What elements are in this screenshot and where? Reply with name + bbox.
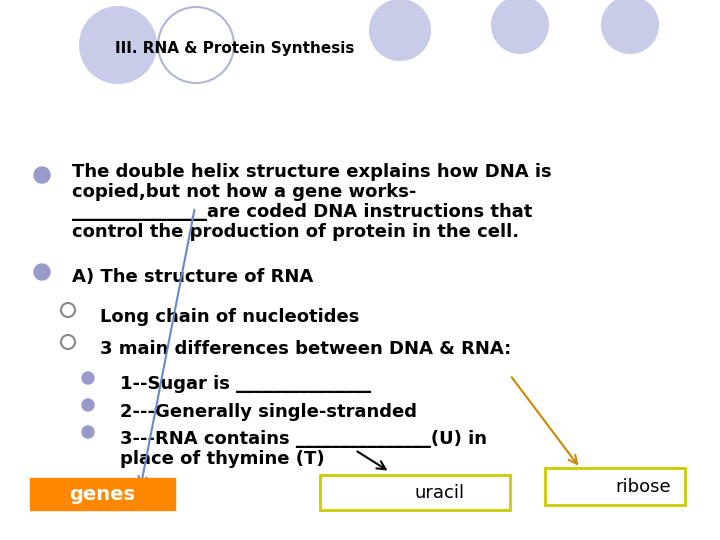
Circle shape [82, 426, 94, 438]
Circle shape [602, 0, 658, 53]
Text: ribose: ribose [615, 477, 670, 496]
Circle shape [34, 264, 50, 280]
Circle shape [61, 335, 75, 349]
Text: The double helix structure explains how DNA is: The double helix structure explains how … [72, 163, 552, 181]
Circle shape [370, 0, 430, 60]
Text: uracil: uracil [415, 483, 465, 502]
Circle shape [158, 7, 234, 83]
Circle shape [80, 7, 156, 83]
Circle shape [34, 167, 50, 183]
Text: control the production of protein in the cell.: control the production of protein in the… [72, 223, 519, 241]
Circle shape [492, 0, 548, 53]
Text: 1--Sugar is _______________: 1--Sugar is _______________ [120, 375, 371, 393]
FancyBboxPatch shape [320, 475, 510, 510]
Text: III. RNA & Protein Synthesis: III. RNA & Protein Synthesis [115, 40, 354, 56]
Circle shape [61, 303, 75, 317]
Text: Long chain of nucleotides: Long chain of nucleotides [100, 308, 359, 326]
Text: A) The structure of RNA: A) The structure of RNA [72, 268, 313, 286]
FancyBboxPatch shape [30, 478, 175, 510]
Text: genes: genes [70, 484, 135, 503]
Text: place of thymine (T): place of thymine (T) [120, 450, 325, 468]
Text: 2---Generally single-stranded: 2---Generally single-stranded [120, 403, 417, 421]
FancyBboxPatch shape [545, 468, 685, 505]
Text: _______________are coded DNA instructions that: _______________are coded DNA instruction… [72, 203, 532, 221]
Circle shape [82, 372, 94, 384]
Text: copied,but not how a gene works-: copied,but not how a gene works- [72, 183, 416, 201]
Text: 3---RNA contains _______________(U) in: 3---RNA contains _______________(U) in [120, 430, 487, 448]
Circle shape [82, 399, 94, 411]
Text: 3 main differences between DNA & RNA:: 3 main differences between DNA & RNA: [100, 340, 511, 358]
